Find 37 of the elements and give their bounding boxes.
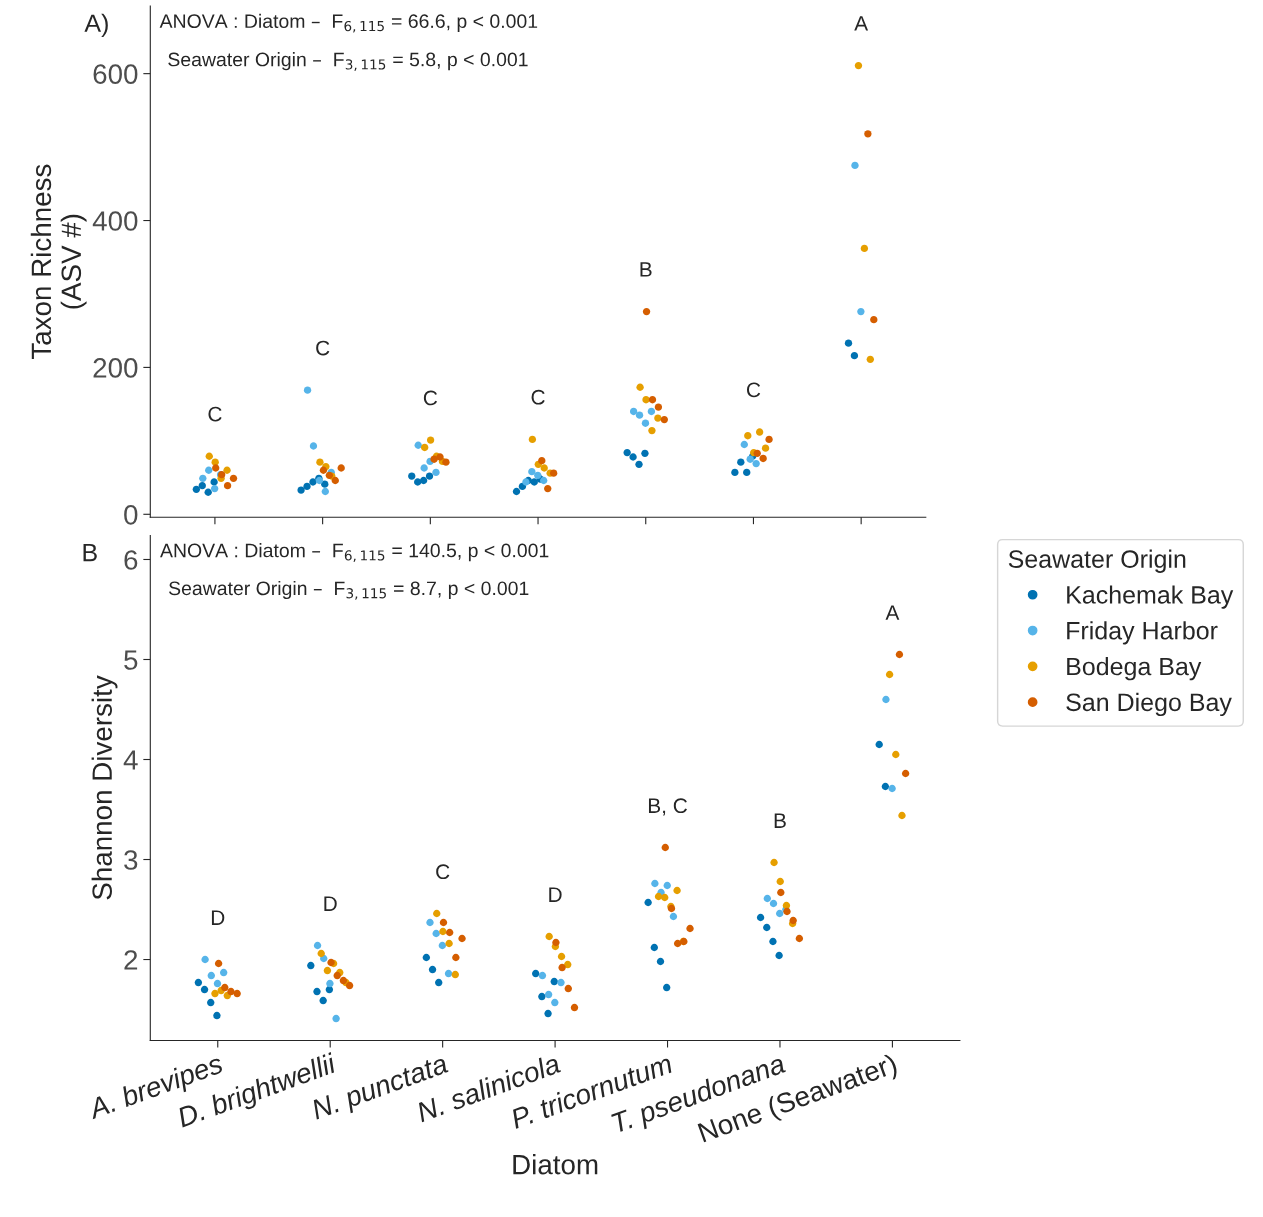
- y-tick-label: 0: [124, 504, 138, 525]
- y-tick-label: 200: [93, 358, 138, 378]
- y-tick-label: 600: [93, 64, 138, 84]
- annotation: D: [549, 887, 562, 902]
- y-axis-title: Shannon Diversity: [91, 675, 118, 900]
- y-tick-label: 400: [92, 211, 138, 231]
- annotation: C: [531, 389, 545, 405]
- legend-label: Bodega Bay: [1067, 656, 1202, 681]
- y-tick-label: 4: [123, 750, 138, 770]
- annotation: C: [423, 390, 438, 406]
- y-tick-label: 5: [124, 650, 138, 670]
- annotation: ANOVA : Diatom – F$_{6,115}$ = 140.5, p < 0.001: [160, 543, 549, 562]
- annotation: ANOVA : Diatom – F$_{6,115}$ = 66.6, p < 0.001: [159, 13, 538, 33]
- y-tick-label: 6: [124, 550, 138, 570]
- annotation: C: [208, 406, 222, 422]
- annotation: Seawater Origin – F$_{3,115}$ = 8.7, p < 0.001: [168, 580, 529, 600]
- x-axis-title: Diatom: [513, 1154, 598, 1175]
- y-tick-label: 3: [124, 850, 138, 870]
- annotation: A: [885, 605, 900, 620]
- annotation: C: [436, 864, 450, 880]
- annotation: B, C: [648, 798, 687, 816]
- chart-title: A): [84, 13, 108, 38]
- annotation: A: [854, 16, 869, 31]
- annotation: D: [211, 910, 225, 925]
- annotation: Seawater Origin – F$_{3,115}$ = 5.8, p < 0.001: [168, 52, 528, 71]
- annotation: C: [746, 382, 761, 398]
- annotation: C: [316, 340, 330, 356]
- text: B: [774, 813, 786, 828]
- legend-label: San Diego Bay: [1066, 692, 1232, 717]
- y-tick-label: 2: [124, 950, 138, 970]
- annotation: B: [640, 262, 652, 277]
- legend-label: Kachemak Bay: [1067, 585, 1234, 609]
- annotation: D: [324, 896, 337, 911]
- legend-title: Seawater Origin: [1008, 549, 1186, 573]
- legend-label: Friday Harbor: [1067, 621, 1218, 645]
- text: B: [83, 543, 97, 562]
- y-axis-title: Taxon Richness (ASV #): [30, 164, 87, 360]
